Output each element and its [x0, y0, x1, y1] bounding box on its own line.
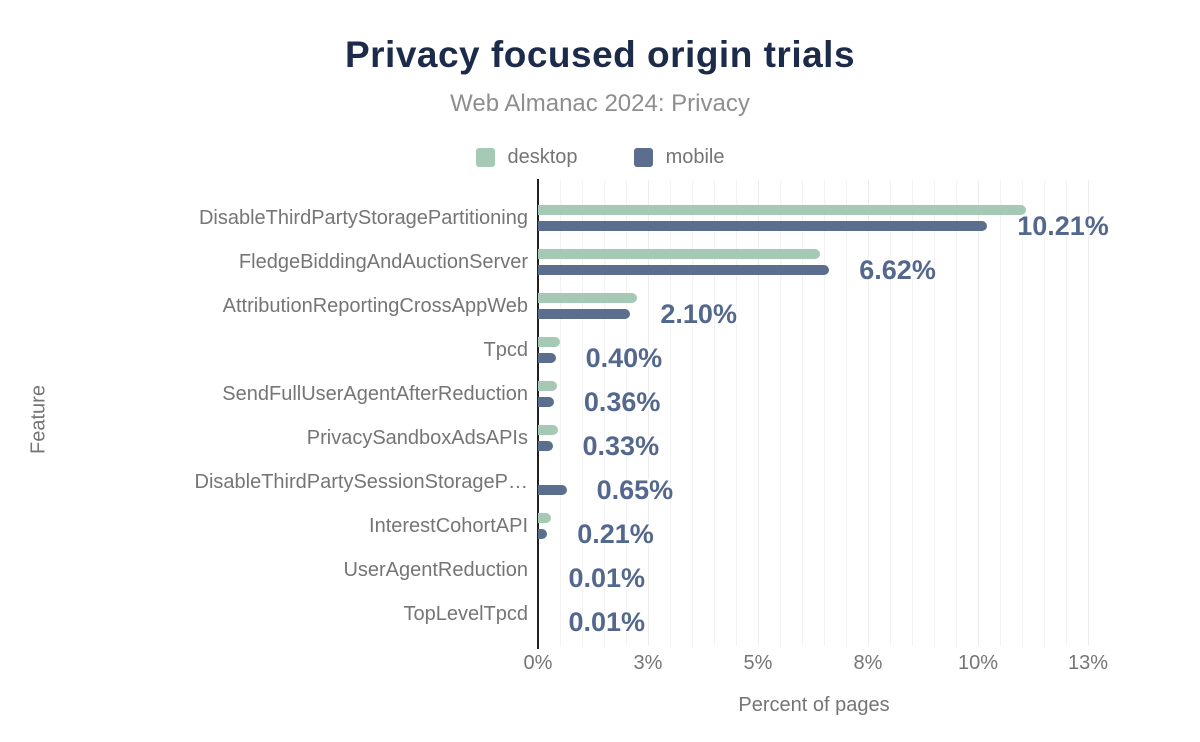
- category-label: FledgeBiddingAndAuctionServer: [238, 251, 528, 273]
- value-label: 0.65%: [596, 475, 674, 505]
- category-label: InterestCohortAPI: [369, 515, 528, 537]
- mobile-bar: [538, 265, 830, 275]
- legend-label: desktop: [507, 145, 578, 168]
- category-label: DisableThirdPartySessionStorageP…: [194, 471, 529, 493]
- value-label: 0.01%: [568, 563, 645, 593]
- category-label: SendFullUserAgentAfterReduction: [222, 383, 528, 405]
- legend-swatch-icon: [475, 147, 495, 167]
- legend-swatch-icon: [633, 147, 653, 167]
- value-label: 10.21%: [1017, 211, 1109, 241]
- category-label: DisableThirdPartyStoragePartitioning: [198, 207, 528, 229]
- category-label: AttributionReportingCrossAppWeb: [222, 295, 528, 317]
- x-tick-label: 13%: [1067, 652, 1109, 674]
- category-label: TopLevelTpcd: [403, 603, 528, 625]
- legend: desktop mobile: [0, 143, 1200, 171]
- legend-item-desktop: desktop: [475, 145, 578, 169]
- category-label: PrivacySandboxAdsAPIs: [306, 427, 528, 449]
- legend-item-mobile: mobile: [633, 145, 725, 169]
- category-label: UserAgentReduction: [343, 559, 528, 581]
- desktop-bar: [538, 513, 552, 523]
- mobile-bar: [538, 221, 988, 231]
- x-tick-label: 10%: [957, 652, 999, 674]
- desktop-bar: [538, 337, 560, 347]
- mobile-bar: [538, 309, 631, 319]
- x-tick-label: 3%: [633, 652, 663, 674]
- desktop-bar: [538, 249, 820, 259]
- x-tick-label: 8%: [853, 652, 883, 674]
- x-axis-title: Percent of pages: [738, 694, 890, 716]
- value-label: 0.21%: [577, 519, 654, 549]
- mobile-bar: [538, 485, 567, 495]
- legend-label: mobile: [665, 145, 725, 168]
- desktop-bar: [538, 425, 558, 435]
- x-tick-label: 5%: [743, 652, 773, 674]
- value-label: 0.01%: [568, 607, 645, 637]
- value-label: 0.33%: [582, 431, 660, 461]
- chart-title: Privacy focused origin trials: [344, 34, 856, 75]
- chart-subtitle: Web Almanac 2024: Privacy: [450, 90, 750, 117]
- value-label: 0.36%: [583, 387, 661, 417]
- value-label: 2.10%: [660, 299, 737, 329]
- value-label: 0.40%: [585, 343, 663, 373]
- category-label: Tpcd: [483, 339, 528, 361]
- mobile-bar: [538, 441, 553, 451]
- desktop-bar: [538, 293, 637, 303]
- y-axis-line: [537, 179, 539, 649]
- mobile-bar: [538, 353, 556, 363]
- mobile-bar: [538, 529, 548, 539]
- y-axis-title: Feature: [27, 385, 50, 454]
- desktop-bar: [538, 381, 558, 391]
- mobile-bar: [538, 397, 554, 407]
- x-tick-label: 0%: [523, 652, 553, 674]
- desktop-bar: [538, 205, 1027, 215]
- value-label: 6.62%: [859, 255, 936, 285]
